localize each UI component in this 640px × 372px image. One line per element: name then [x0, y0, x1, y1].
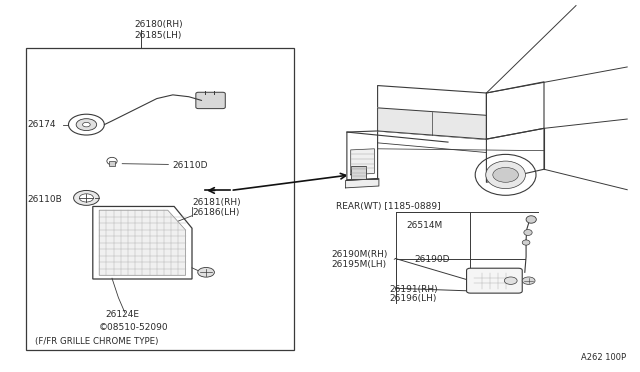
Circle shape — [493, 167, 518, 182]
Text: 26514M: 26514M — [406, 221, 443, 230]
Text: 26181(RH): 26181(RH) — [192, 198, 241, 207]
Text: 26110B: 26110B — [28, 195, 62, 203]
Ellipse shape — [476, 154, 536, 195]
Circle shape — [504, 277, 517, 284]
Polygon shape — [486, 128, 544, 182]
Circle shape — [74, 190, 99, 205]
Text: 26190D: 26190D — [415, 255, 450, 264]
Bar — [351, 166, 366, 179]
Text: 26174: 26174 — [28, 120, 56, 129]
Ellipse shape — [107, 157, 117, 165]
Ellipse shape — [524, 230, 532, 235]
Circle shape — [522, 277, 535, 284]
Circle shape — [76, 119, 97, 131]
Text: 26110D: 26110D — [173, 161, 208, 170]
Polygon shape — [378, 108, 486, 139]
Text: REAR(WT) [1185-0889]: REAR(WT) [1185-0889] — [336, 202, 440, 211]
Ellipse shape — [522, 240, 530, 245]
FancyBboxPatch shape — [196, 92, 225, 109]
Polygon shape — [93, 206, 192, 279]
Polygon shape — [486, 82, 544, 139]
Text: A262 100P: A262 100P — [580, 353, 626, 362]
Polygon shape — [99, 210, 186, 275]
FancyBboxPatch shape — [467, 268, 522, 293]
Text: 26196(LH): 26196(LH) — [389, 294, 436, 303]
Ellipse shape — [486, 161, 525, 189]
Text: 26190M(RH): 26190M(RH) — [332, 250, 388, 259]
Bar — [109, 161, 115, 166]
Text: ©08510-52090: ©08510-52090 — [99, 323, 169, 332]
Text: 26195M(LH): 26195M(LH) — [332, 260, 387, 269]
Polygon shape — [347, 131, 378, 180]
Text: 26180(RH): 26180(RH) — [134, 20, 183, 29]
Circle shape — [79, 194, 93, 202]
Ellipse shape — [526, 216, 536, 223]
Text: 26185(LH): 26185(LH) — [134, 31, 182, 40]
Polygon shape — [351, 149, 374, 175]
Polygon shape — [378, 86, 486, 139]
Text: 26124E: 26124E — [106, 310, 140, 319]
Polygon shape — [346, 179, 379, 188]
Circle shape — [198, 267, 214, 277]
Bar — [26, 48, 294, 350]
Text: (F/FR GRILLE CHROME TYPE): (F/FR GRILLE CHROME TYPE) — [35, 337, 159, 346]
Text: 26186(LH): 26186(LH) — [192, 208, 239, 217]
Circle shape — [83, 122, 90, 127]
Text: 26191(RH): 26191(RH) — [389, 285, 438, 294]
Circle shape — [68, 114, 104, 135]
